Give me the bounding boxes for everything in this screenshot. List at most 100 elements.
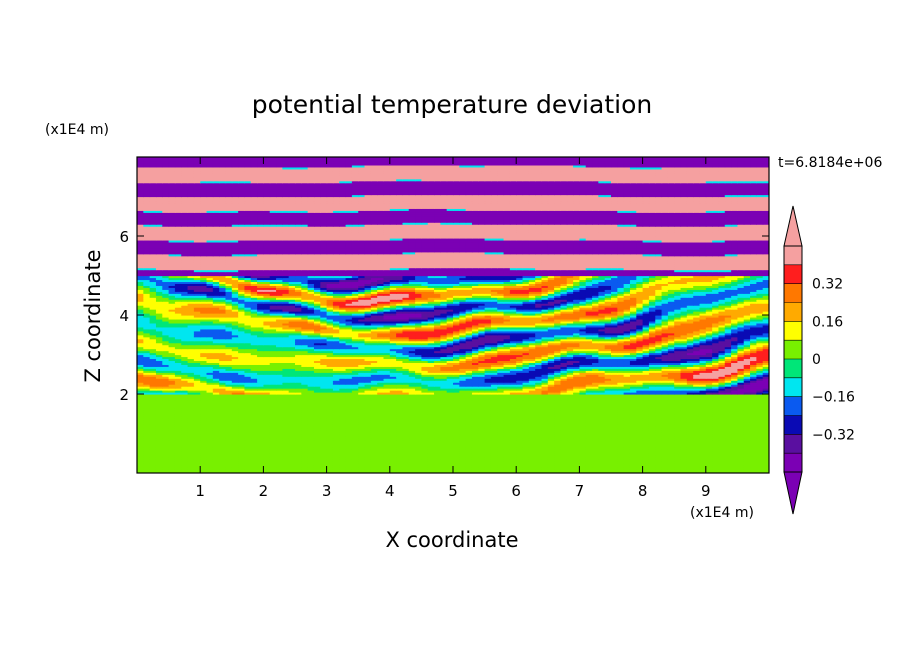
field-cell: [370, 421, 378, 425]
field-cell: [326, 471, 334, 473]
field-cell: [137, 437, 144, 441]
field-cell: [377, 441, 385, 444]
field-cell: [200, 413, 208, 417]
field-cell: [402, 384, 410, 387]
field-cell: [137, 463, 144, 466]
field-cell: [497, 451, 505, 454]
field-cell: [295, 413, 302, 417]
field-cell: [408, 405, 416, 409]
field-cell: [737, 415, 745, 419]
field-cell: [225, 443, 233, 446]
field-cell: [345, 376, 353, 379]
field-cell: [693, 429, 701, 433]
field-cell: [434, 435, 441, 439]
field-cell: [585, 395, 593, 399]
field-cell: [313, 388, 321, 391]
field-cell: [693, 445, 701, 448]
field-cell: [453, 394, 460, 397]
field-cell: [484, 374, 492, 377]
field-cell: [554, 471, 562, 473]
field-cell: [611, 413, 618, 417]
field-cell: [718, 467, 726, 470]
field-cell: [453, 441, 460, 444]
field-cell: [257, 394, 264, 397]
field-cell: [611, 417, 618, 421]
field-cell: [497, 395, 505, 399]
field-cell: [389, 374, 397, 377]
field-cell: [364, 417, 372, 421]
field-cell: [762, 457, 769, 460]
field-cell: [762, 441, 769, 444]
field-cell: [288, 419, 296, 423]
field-cell: [750, 397, 757, 401]
field-cell: [478, 403, 486, 407]
field-cell: [509, 419, 517, 423]
field-cell: [345, 409, 353, 413]
field-cell: [377, 384, 385, 387]
field-cell: [623, 457, 631, 460]
field-cell: [503, 455, 511, 458]
field-cell: [212, 399, 220, 403]
field-cell: [288, 427, 296, 431]
field-cell: [263, 437, 271, 441]
field-cell: [560, 465, 568, 468]
field-cell: [541, 384, 549, 387]
field-cell: [307, 423, 315, 427]
field-cell: [648, 419, 656, 423]
field-cell: [509, 447, 517, 450]
field-cell: [440, 417, 448, 421]
field-cell: [661, 455, 669, 458]
field-cell: [705, 471, 713, 473]
field-cell: [364, 382, 372, 385]
field-cell: [358, 437, 366, 441]
field-cell: [459, 431, 467, 435]
field-cell: [579, 447, 587, 450]
field-cell: [389, 392, 397, 395]
field-cell: [238, 409, 246, 413]
field-cell: [459, 467, 467, 470]
field-cell: [629, 407, 637, 411]
field-cell: [503, 435, 511, 439]
field-cell: [731, 467, 738, 470]
field-cell: [345, 453, 353, 456]
field-cell: [611, 403, 618, 407]
field-cell: [143, 461, 151, 464]
field-cell: [554, 390, 562, 393]
field-cell: [276, 447, 283, 450]
field-cell: [415, 423, 422, 427]
field-cell: [585, 439, 593, 442]
field-cell: [648, 374, 656, 377]
field-cell: [528, 376, 536, 379]
field-cell: [560, 395, 568, 399]
field-cell: [737, 378, 745, 381]
field-cell: [200, 421, 208, 425]
field-cell: [206, 382, 214, 385]
field-cell: [554, 392, 562, 395]
field-cell: [396, 388, 404, 391]
field-cell: [143, 439, 151, 442]
field-cell: [756, 441, 764, 444]
field-cell: [155, 429, 163, 433]
field-cell: [155, 401, 163, 405]
field-cell: [712, 415, 720, 419]
field-cell: [313, 461, 321, 464]
field-cell: [750, 417, 757, 421]
field-cell: [162, 459, 170, 462]
field-cell: [465, 405, 473, 409]
field-cell: [750, 378, 757, 381]
field-cell: [326, 386, 334, 389]
field-cell: [579, 386, 587, 389]
field-cell: [383, 411, 391, 415]
field-cell: [484, 384, 492, 387]
field-cell: [604, 445, 612, 448]
field-cell: [528, 380, 536, 383]
field-cell: [509, 395, 517, 399]
field-cell: [370, 378, 378, 381]
field-cell: [250, 427, 258, 431]
field-cell: [396, 380, 404, 383]
field-cell: [490, 429, 498, 433]
field-cell: [295, 449, 302, 452]
field-cell: [263, 461, 271, 464]
field-cell: [655, 388, 663, 391]
field-cell: [137, 457, 144, 460]
